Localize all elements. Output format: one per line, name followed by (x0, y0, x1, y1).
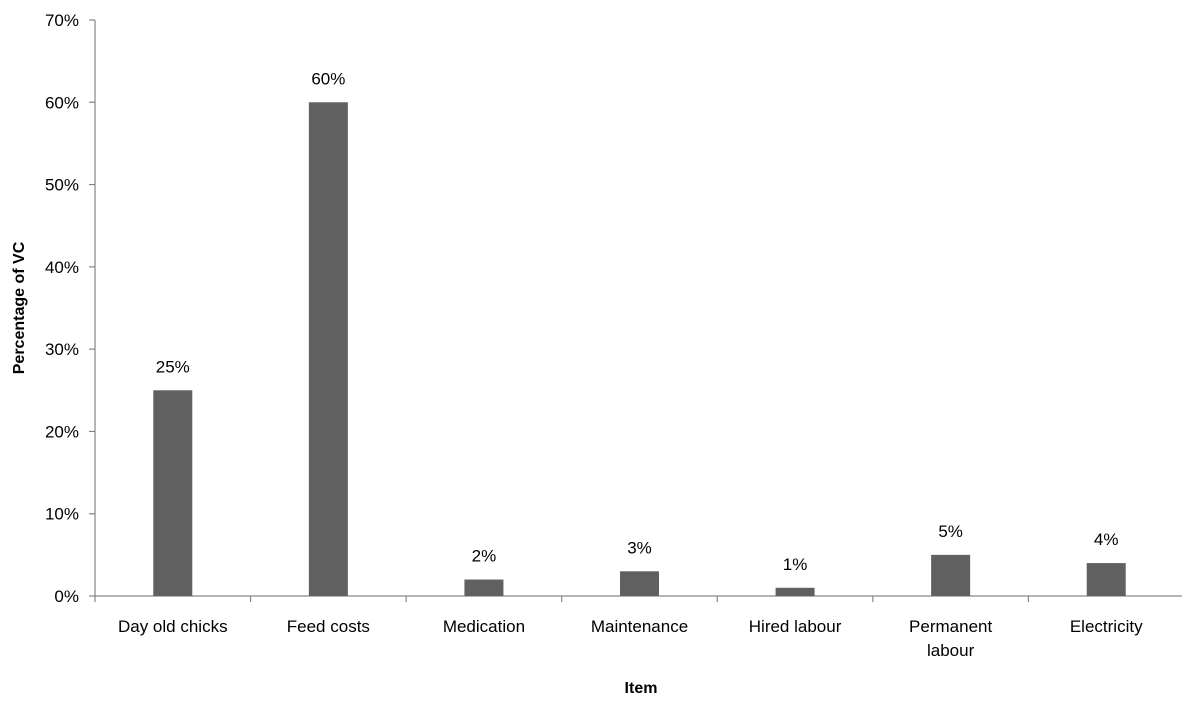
bar (1086, 563, 1126, 596)
x-tick-label: Day old chicks (118, 617, 228, 636)
y-tick-label: 0% (54, 587, 79, 606)
data-label: 3% (627, 538, 652, 557)
x-tick-label: Feed costs (287, 617, 370, 636)
x-tick-label: Permanent labour (909, 617, 992, 660)
data-label: 4% (1094, 530, 1119, 549)
bars-group (153, 102, 1126, 597)
bar (620, 571, 659, 596)
data-labels-group: 25% 60% 2% 3% 1% 5% 4% (156, 69, 1119, 573)
x-tick-label: Medication (443, 617, 525, 636)
x-tick-label: Maintenance (591, 617, 688, 636)
y-tick-label: 50% (45, 176, 79, 195)
y-tick-label: 10% (45, 505, 79, 524)
y-tick-label: 30% (45, 340, 79, 359)
x-axis: Day old chicks Feed costs Medication Mainte… (94, 595, 1182, 660)
data-label: 1% (783, 555, 808, 574)
y-tick-label: 60% (45, 93, 79, 112)
data-label: 60% (311, 69, 345, 88)
bar (464, 579, 504, 596)
y-tick-label: 40% (45, 258, 79, 277)
y-axis: 0% 10% 20% 30% 40% 50% 60% 70% (45, 11, 96, 606)
data-label: 5% (938, 522, 963, 541)
bar (153, 390, 193, 596)
data-label: 2% (472, 547, 497, 566)
bar (308, 102, 348, 597)
bar (931, 554, 971, 596)
x-axis-title: Item (625, 680, 658, 697)
y-tick-label: 70% (45, 11, 79, 30)
x-tick-label: Hired labour (749, 617, 842, 636)
y-tick-label: 20% (45, 422, 79, 441)
y-axis-title: Percentage of VC (11, 241, 28, 374)
x-tick-label: Electricity (1070, 617, 1143, 636)
bar (775, 587, 815, 596)
data-label: 25% (156, 357, 190, 376)
